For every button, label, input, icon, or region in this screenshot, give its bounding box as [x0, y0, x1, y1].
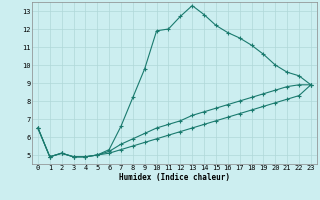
X-axis label: Humidex (Indice chaleur): Humidex (Indice chaleur) [119, 173, 230, 182]
